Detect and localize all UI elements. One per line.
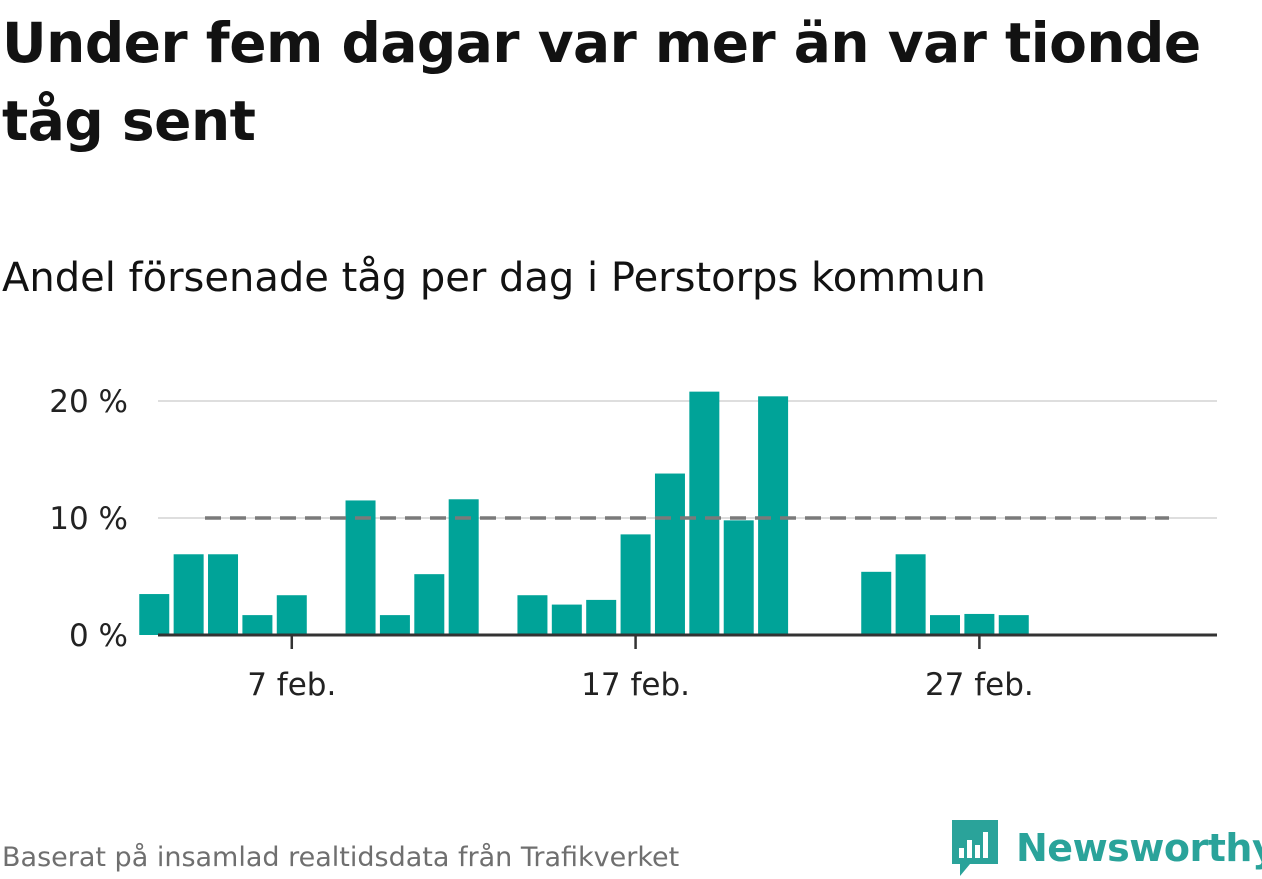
y-axis-ticks: 0 % 10 % 20 % [49,384,128,654]
gridlines [158,400,1217,519]
bar-feb-16 [586,599,617,635]
y-tick-label: 20 % [49,384,128,420]
bar-feb-3 [139,594,170,635]
bar-feb-12 [448,499,479,635]
brand-name: Newsworthy [1016,826,1262,870]
bar-feb-10 [379,615,410,635]
bar-feb-15 [551,604,582,635]
bar-feb-4 [173,554,204,635]
bar-feb-18 [654,473,685,635]
bar-feb-14 [517,595,548,635]
x-tick-label: 27 feb. [925,667,1034,703]
x-tick-label: 7 feb. [247,667,336,703]
bar-feb-27 [964,613,995,635]
chart-title: Under fem dagar var mer än var tionde tå… [2,11,1201,153]
bar-feb-26 [930,615,960,635]
bar-chart-speech-bubble-icon [952,820,998,876]
chart-subtitle: Andel försenade tåg per dag i Perstorps … [2,255,986,301]
source-note: Baserat på insamlad realtidsdata från Tr… [2,842,680,873]
bar-chart: 0 % 10 % 20 % 7 feb. 17 feb. 27 feb. [49,384,1217,703]
bar-feb-20 [723,520,754,635]
y-tick-label: 0 % [69,618,128,654]
bar-feb-17 [620,534,651,635]
x-axis-ticks: 7 feb. 17 feb. 27 feb. [247,635,1034,703]
bar-feb-24 [861,571,892,635]
y-tick-label: 10 % [49,501,128,537]
bars [139,391,1029,635]
bar-feb-5 [208,554,239,635]
brand-logo: Newsworthy [950,818,1262,878]
bar-feb-19 [689,391,720,635]
bar-feb-21 [758,396,789,635]
bar-feb-6 [242,615,273,635]
bar-feb-28 [998,615,1029,635]
x-tick-label: 17 feb. [581,667,690,703]
bar-feb-11 [414,574,445,635]
bar-feb-25 [895,554,926,635]
bar-feb-9 [345,500,376,635]
bar-feb-7 [276,595,307,635]
